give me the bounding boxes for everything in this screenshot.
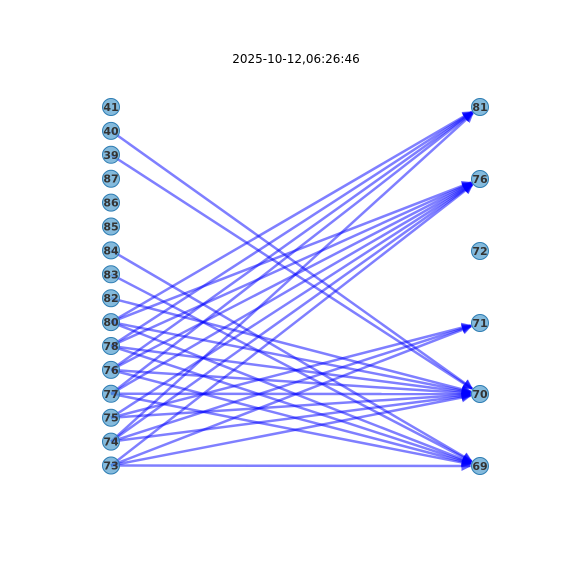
node-label: 76 — [103, 364, 119, 377]
node-label: 39 — [103, 149, 118, 162]
node-circle — [471, 457, 489, 475]
edge-76-to-70 — [110, 368, 472, 398]
left-node-39: 39 — [102, 145, 120, 164]
right-node-81: 81 — [471, 98, 489, 116]
node-label: 83 — [103, 268, 118, 281]
left-node-87: 87 — [102, 169, 120, 188]
left-node-76: 76 — [102, 360, 120, 379]
edge-78-to-76 — [110, 181, 473, 348]
node-circle — [102, 121, 120, 140]
right-node-69: 69 — [471, 457, 489, 475]
node-label: 77 — [103, 388, 118, 401]
node-circle — [471, 314, 489, 332]
left-node-41: 41 — [102, 98, 120, 116]
edge-78-to-81 — [110, 111, 473, 348]
edge-73-to-71 — [110, 325, 473, 467]
node-label: 41 — [103, 101, 118, 114]
node-label: 71 — [472, 317, 487, 330]
edge-40-to-70 — [110, 129, 474, 390]
node-label: 76 — [472, 173, 488, 186]
right-node-71: 71 — [471, 314, 489, 332]
left-node-40: 40 — [102, 121, 120, 140]
node-circle — [102, 265, 120, 284]
right-node-72: 72 — [471, 242, 489, 260]
node-label: 87 — [103, 173, 118, 186]
node-label: 86 — [103, 197, 119, 210]
edge-80-to-81 — [110, 110, 473, 324]
node-label: 80 — [103, 316, 119, 329]
left-node-85: 85 — [102, 217, 120, 236]
node-circle — [102, 217, 120, 236]
left-node-78: 78 — [102, 337, 120, 355]
edge-77-to-76 — [110, 182, 473, 395]
left-node-80: 80 — [102, 313, 120, 332]
right-node-70: 70 — [471, 385, 489, 403]
node-circle — [102, 313, 120, 332]
node-label: 84 — [103, 244, 119, 257]
node-circle — [102, 193, 120, 212]
node-label: 85 — [103, 221, 118, 234]
node-label: 72 — [472, 245, 487, 258]
node-circle — [102, 241, 120, 260]
left-node-77: 77 — [102, 384, 120, 403]
node-label: 81 — [472, 101, 487, 114]
edge-74-to-70 — [110, 391, 472, 443]
edge-76-to-69 — [110, 368, 472, 467]
node-label: 73 — [103, 460, 118, 473]
edge-78-to-69 — [110, 344, 472, 466]
edge-74-to-71 — [110, 323, 472, 443]
node-circle — [102, 169, 120, 188]
edge-78-to-70 — [110, 344, 472, 397]
edges-layer — [110, 110, 474, 471]
node-label: 82 — [103, 292, 118, 305]
node-label: 78 — [103, 340, 118, 353]
edge-77-to-81 — [110, 111, 474, 395]
left-node-74: 74 — [102, 432, 120, 451]
edge-75-to-70 — [110, 390, 472, 419]
node-label: 75 — [103, 412, 118, 425]
right-node-76: 76 — [471, 170, 489, 188]
edge-75-to-71 — [110, 322, 472, 419]
left-node-73: 73 — [102, 456, 120, 475]
node-circle — [471, 385, 489, 403]
edge-74-to-81 — [110, 112, 474, 443]
left-node-83: 83 — [102, 265, 120, 284]
left-node-82: 82 — [102, 289, 120, 308]
edge-73-to-70 — [110, 392, 472, 467]
graph-title: 2025-10-12,06:26:46 — [232, 52, 359, 66]
node-circle — [102, 432, 120, 451]
node-circle — [102, 360, 120, 379]
node-label: 70 — [472, 388, 488, 401]
left-node-75: 75 — [102, 408, 120, 427]
node-circle — [102, 289, 120, 308]
node-circle — [102, 408, 120, 427]
node-label: 40 — [103, 125, 119, 138]
edge-84-to-69 — [110, 249, 473, 463]
edge-73-to-76 — [110, 183, 474, 467]
edge-76-to-81 — [110, 111, 474, 371]
node-circle — [102, 384, 120, 403]
edge-82-to-70 — [110, 296, 472, 395]
nodes-layer: 41 40 39 87 86 85 84 83 82 80 78 76 77 75 74 73 81 76 72 71… — [102, 98, 489, 475]
left-node-84: 84 — [102, 241, 120, 260]
node-circle — [471, 170, 489, 188]
node-circle — [102, 145, 120, 164]
node-label: 74 — [103, 436, 119, 449]
node-label: 69 — [472, 460, 487, 473]
edge-80-to-70 — [110, 320, 472, 396]
node-circle — [102, 98, 120, 116]
node-circle — [471, 242, 489, 260]
node-circle — [102, 456, 120, 475]
node-circle — [102, 337, 120, 355]
edge-83-to-69 — [110, 273, 473, 463]
edge-77-to-69 — [110, 392, 472, 468]
node-circle — [471, 98, 489, 116]
edge-74-to-76 — [110, 183, 474, 443]
edge-80-to-69 — [110, 320, 473, 464]
edge-75-to-76 — [110, 183, 473, 419]
left-node-86: 86 — [102, 193, 120, 212]
